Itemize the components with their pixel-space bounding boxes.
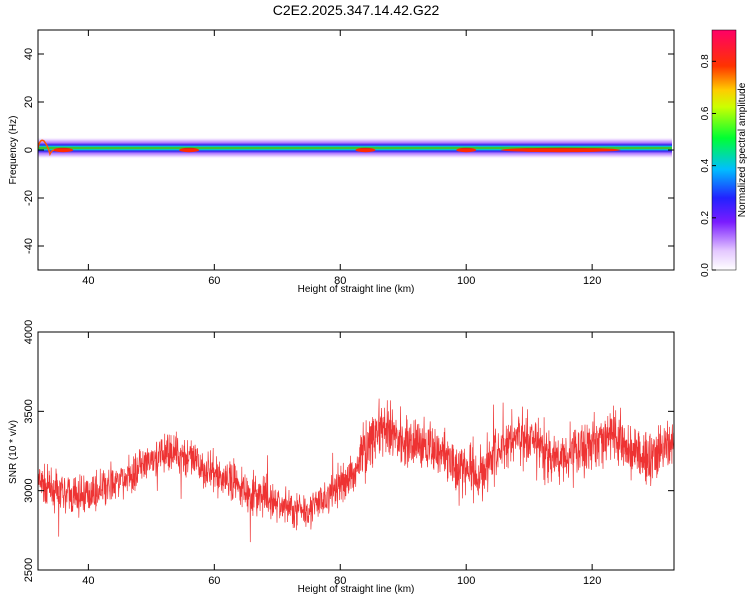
spectrogram-x-tick-label: 40 bbox=[82, 275, 94, 287]
spectrogram-hotspot bbox=[500, 147, 621, 153]
snr-x-tick-label: 40 bbox=[82, 575, 94, 587]
spectrogram-x-tick-label: 60 bbox=[208, 275, 220, 287]
spectrogram-y-tick-label: 0 bbox=[23, 147, 35, 153]
colorbar-tick-label: 0.8 bbox=[700, 54, 711, 68]
spectrogram-x-tick-label: 100 bbox=[457, 275, 475, 287]
snr-y-ticks: 2500 3000 3500 4000 bbox=[23, 320, 674, 582]
chart-title: C2E2.2025.347.14.42.G22 bbox=[273, 2, 440, 18]
snr-series-line bbox=[38, 398, 674, 543]
colorbar-ticks: 0.0 0.2 0.4 0.6 0.8 bbox=[700, 54, 716, 277]
snr-x-ticks: 40 60 80 100 120 bbox=[82, 332, 601, 587]
spectrogram-x-ticks: 40 60 80 100 120 bbox=[82, 30, 601, 287]
snr-x-tick-label: 60 bbox=[208, 575, 220, 587]
spectrogram-hotspot bbox=[456, 147, 477, 153]
spectrogram-y-ticks: -40 -20 0 20 40 bbox=[23, 48, 674, 254]
snr-y-tick-label: 4000 bbox=[23, 320, 35, 344]
colorbar-tick-label: 0.4 bbox=[700, 158, 711, 172]
snr-xlabel: Height of straight line (km) bbox=[298, 584, 415, 595]
colorbar-tick-label: 0.0 bbox=[700, 263, 711, 277]
snr-plot-frame bbox=[37, 331, 675, 571]
spectrogram-hotspot bbox=[355, 147, 376, 153]
spectrogram-y-tick-label: 40 bbox=[23, 48, 35, 60]
snr-x-tick-label: 80 bbox=[334, 575, 346, 587]
spectrogram-hotspots bbox=[53, 147, 621, 153]
spectrogram-x-tick-label: 120 bbox=[583, 275, 601, 287]
snr-x-tick-label: 100 bbox=[457, 575, 475, 587]
snr-ylabel: SNR (10 * v/v) bbox=[8, 420, 19, 484]
spectrogram-onset-feature bbox=[38, 139, 55, 157]
spectrogram-panel: 40 60 80 100 120 -40 -20 0 20 40 Height of strai… bbox=[8, 29, 675, 295]
colorbar: 0.0 0.2 0.4 0.6 0.8 Normalized spectral ampl… bbox=[700, 29, 748, 277]
spectrogram-x-tick-label: 80 bbox=[334, 275, 346, 287]
spectrogram-y-tick-label: -20 bbox=[23, 190, 35, 206]
spectrogram-ylabel: Frequency (Hz) bbox=[8, 116, 19, 185]
snr-y-tick-label: 3500 bbox=[23, 399, 35, 423]
spectrogram-hotspot bbox=[53, 147, 74, 153]
snr-x-tick-label: 120 bbox=[583, 575, 601, 587]
spectrogram-y-tick-label: -40 bbox=[23, 238, 35, 254]
snr-y-tick-label: 3000 bbox=[23, 478, 35, 502]
spectrogram-xlabel: Height of straight line (km) bbox=[298, 284, 415, 295]
spectrogram-y-tick-label: 20 bbox=[23, 96, 35, 108]
colorbar-tick-label: 0.6 bbox=[700, 106, 711, 120]
snr-panel: 40 60 80 100 120 2500 3000 3500 4000 Height of … bbox=[8, 320, 675, 595]
colorbar-tick-label: 0.2 bbox=[700, 210, 711, 224]
colorbar-label: Normalized spectral amplitude bbox=[737, 82, 748, 217]
colorbar-gradient bbox=[711, 29, 737, 271]
spectrogram-hotspot bbox=[179, 147, 200, 153]
snr-y-tick-label: 2500 bbox=[23, 558, 35, 582]
